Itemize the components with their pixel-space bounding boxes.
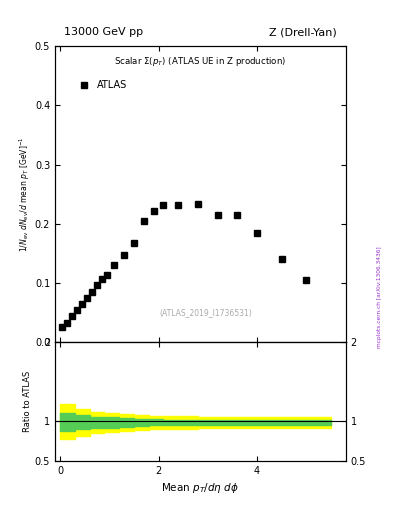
X-axis label: Mean $p_T/d\eta\ d\phi$: Mean $p_T/d\eta\ d\phi$: [162, 481, 239, 495]
Text: Z (Drell-Yan): Z (Drell-Yan): [269, 27, 337, 37]
Text: ATLAS: ATLAS: [97, 79, 127, 90]
Text: Scalar $\Sigma(p_T)$ (ATLAS UE in Z production): Scalar $\Sigma(p_T)$ (ATLAS UE in Z prod…: [114, 55, 286, 68]
Y-axis label: Ratio to ATLAS: Ratio to ATLAS: [23, 371, 32, 432]
Y-axis label: $1/N_\mathregular{ev}\ dN_\mathregular{ev}/d\ \mathregular{mean}\ p_T\ [\mathreg: $1/N_\mathregular{ev}\ dN_\mathregular{e…: [18, 136, 32, 252]
Text: 13000 GeV pp: 13000 GeV pp: [64, 27, 143, 37]
Text: (ATLAS_2019_I1736531): (ATLAS_2019_I1736531): [160, 308, 253, 317]
Text: mcplots.cern.ch [arXiv:1306.3436]: mcplots.cern.ch [arXiv:1306.3436]: [377, 246, 382, 348]
